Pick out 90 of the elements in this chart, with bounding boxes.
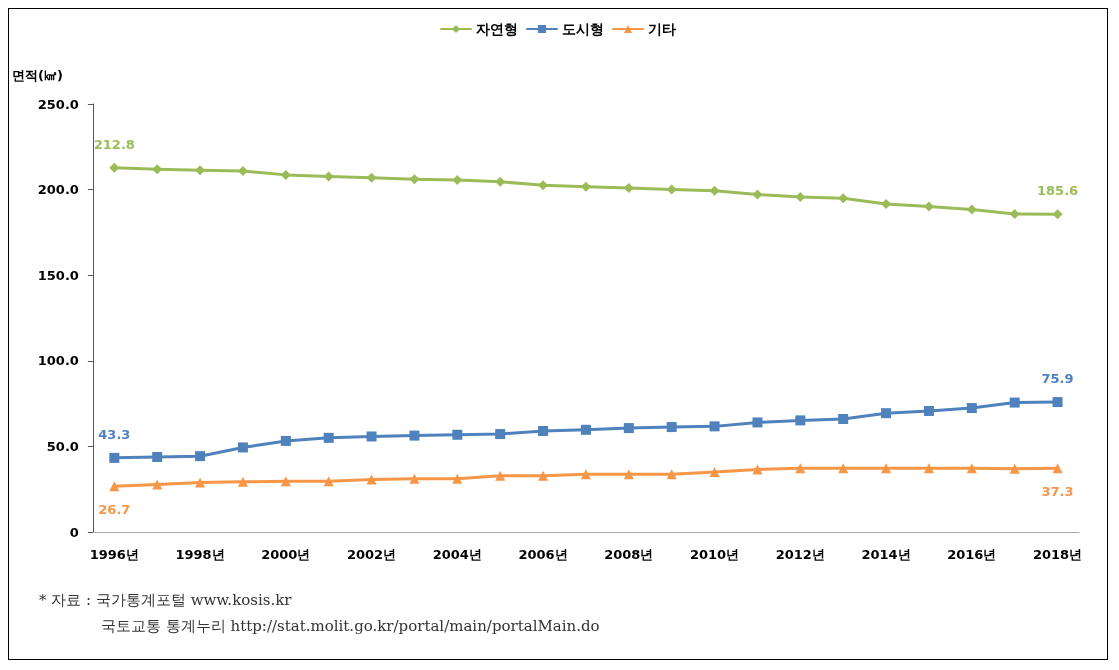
point — [923, 405, 934, 416]
point — [923, 201, 934, 212]
point — [666, 469, 677, 480]
point — [409, 174, 420, 185]
point — [109, 162, 120, 173]
point — [109, 452, 120, 463]
data-label: 75.9 — [1041, 371, 1074, 387]
point — [923, 463, 934, 474]
point — [580, 469, 591, 480]
y-axis-title: 면적(㎢) — [11, 68, 63, 83]
point — [538, 425, 549, 436]
x-tick-label: 2018년 — [1032, 547, 1083, 562]
point — [623, 423, 634, 434]
point — [1009, 209, 1020, 220]
legend-label: 도시형 — [562, 21, 604, 37]
point — [795, 415, 806, 426]
point — [495, 176, 506, 187]
point — [452, 175, 463, 186]
y-tick-label: 50.0 — [46, 438, 79, 454]
point — [838, 463, 849, 474]
y-tick-label: 0 — [69, 524, 79, 540]
point — [195, 477, 206, 488]
point — [452, 473, 463, 484]
x-tick-label: 2010년 — [689, 547, 740, 562]
x-tick-label: 2000년 — [261, 547, 311, 562]
point — [1009, 463, 1020, 474]
point — [1052, 463, 1063, 474]
point — [323, 171, 334, 182]
point — [237, 442, 248, 453]
point — [1009, 397, 1020, 408]
point — [752, 464, 763, 475]
x-tick-label: 2002년 — [346, 547, 397, 562]
text: 국토교통 통계누리 http://stat.molit.go.kr/portal/main/portalMain.do — [100, 616, 601, 637]
point — [109, 481, 120, 492]
point — [495, 470, 506, 481]
point — [409, 473, 420, 484]
x-tick-label: 2006년 — [518, 547, 568, 562]
point — [152, 479, 163, 490]
data-label: 26.7 — [98, 502, 131, 518]
point — [538, 470, 549, 481]
point — [495, 429, 506, 440]
x-tick-label: 2008년 — [604, 547, 654, 562]
x-tick-label: 2004년 — [432, 547, 482, 562]
legend-label: 기타 — [648, 21, 676, 37]
point — [966, 403, 977, 414]
point — [666, 422, 677, 433]
y-tick-label: 100.0 — [37, 353, 79, 369]
x-tick-label: 2012년 — [775, 547, 825, 562]
point — [366, 431, 377, 442]
point — [795, 463, 806, 474]
point — [195, 451, 206, 462]
text: * 자료 : 국가통계포털 www.kosis.kr — [39, 590, 293, 611]
data-label: 185.6 — [1037, 183, 1079, 199]
y-tick-label: 150.0 — [37, 267, 79, 283]
point — [881, 408, 892, 419]
point — [966, 204, 977, 215]
point — [709, 421, 720, 432]
point — [237, 476, 248, 487]
point — [323, 432, 334, 443]
y-tick-label: 250.0 — [37, 96, 79, 112]
point — [623, 469, 634, 480]
point — [409, 430, 420, 441]
point — [580, 424, 591, 435]
point — [966, 463, 977, 474]
point — [752, 417, 763, 428]
point — [280, 169, 291, 180]
point — [795, 191, 806, 202]
data-label: 212.8 — [93, 136, 135, 152]
x-tick-label: 2016년 — [947, 547, 997, 562]
point — [366, 474, 377, 485]
point — [1052, 209, 1063, 220]
data-label: 43.3 — [98, 426, 131, 442]
point — [1052, 397, 1063, 408]
point — [452, 429, 463, 440]
point — [323, 476, 334, 487]
point — [152, 452, 163, 463]
point — [838, 414, 849, 425]
point — [280, 435, 291, 446]
point — [881, 463, 892, 474]
point — [280, 476, 291, 487]
x-tick-label: 1998년 — [175, 547, 225, 562]
legend-label: 자연형 — [476, 21, 518, 37]
x-tick-label: 1996년 — [89, 547, 139, 562]
data-label: 37.3 — [1041, 484, 1074, 500]
y-tick-label: 200.0 — [37, 182, 79, 198]
point — [838, 193, 849, 204]
point — [709, 467, 720, 478]
point — [752, 189, 763, 200]
point — [666, 184, 677, 195]
x-tick-label: 2014년 — [861, 547, 911, 562]
